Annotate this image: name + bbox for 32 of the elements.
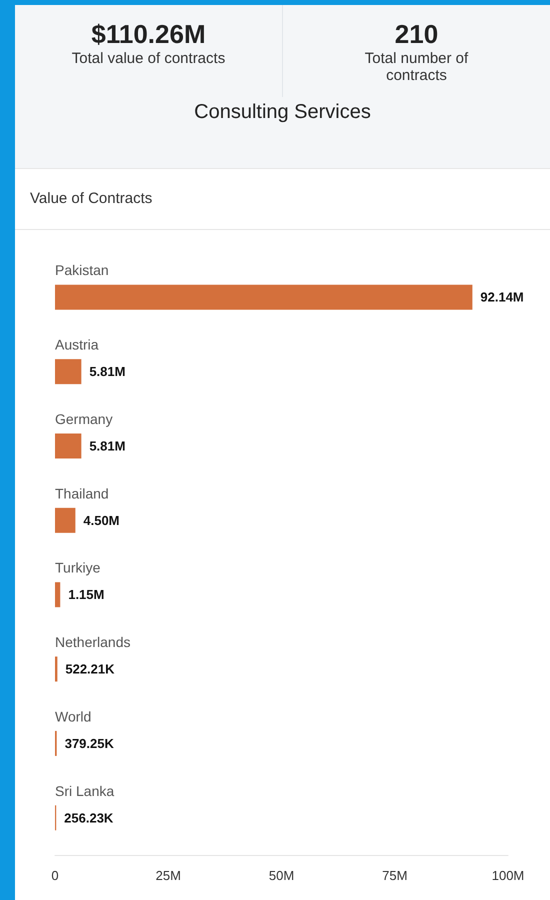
x-tick-label: 0 bbox=[51, 868, 59, 883]
x-tick-label: 100M bbox=[492, 868, 524, 883]
x-tick-label: 75M bbox=[382, 868, 408, 883]
chart-subtitle: Value of Contracts bbox=[15, 169, 550, 230]
bar bbox=[55, 508, 76, 533]
bar bbox=[55, 582, 60, 608]
y-tick-label: Thailand bbox=[55, 485, 109, 502]
y-tick-label: Pakistan bbox=[55, 262, 109, 278]
data-label: 256.23K bbox=[64, 810, 114, 826]
x-tick-label: 50M bbox=[268, 868, 294, 883]
y-tick-label: Turkiye bbox=[55, 560, 101, 576]
chart-title: Consulting Services bbox=[193, 101, 372, 124]
y-tick-label: World bbox=[55, 708, 92, 724]
y-tick-label: Germany bbox=[55, 410, 113, 427]
text: Total value of contracts bbox=[70, 50, 226, 67]
bar bbox=[55, 284, 472, 310]
x-tick-label: 25M bbox=[156, 868, 181, 883]
y-tick-label: Netherlands bbox=[55, 634, 130, 650]
y-tick-label: Austria bbox=[55, 336, 99, 353]
text: $110.26M bbox=[90, 19, 207, 50]
data-label: 5.81M bbox=[89, 364, 126, 380]
data-label: 1.15M bbox=[68, 587, 104, 602]
y-tick-label: Sri Lanka bbox=[55, 782, 114, 799]
data-label: 5.81M bbox=[89, 438, 126, 454]
text: Total number of contracts bbox=[364, 50, 470, 84]
data-label: 379.25K bbox=[64, 736, 114, 751]
bar bbox=[55, 433, 82, 458]
bar bbox=[55, 359, 82, 384]
data-label: 522.21K bbox=[65, 662, 116, 677]
data-label: 4.50M bbox=[83, 512, 120, 528]
text: 210 bbox=[394, 19, 440, 50]
data-label: 92.14M bbox=[480, 290, 524, 305]
